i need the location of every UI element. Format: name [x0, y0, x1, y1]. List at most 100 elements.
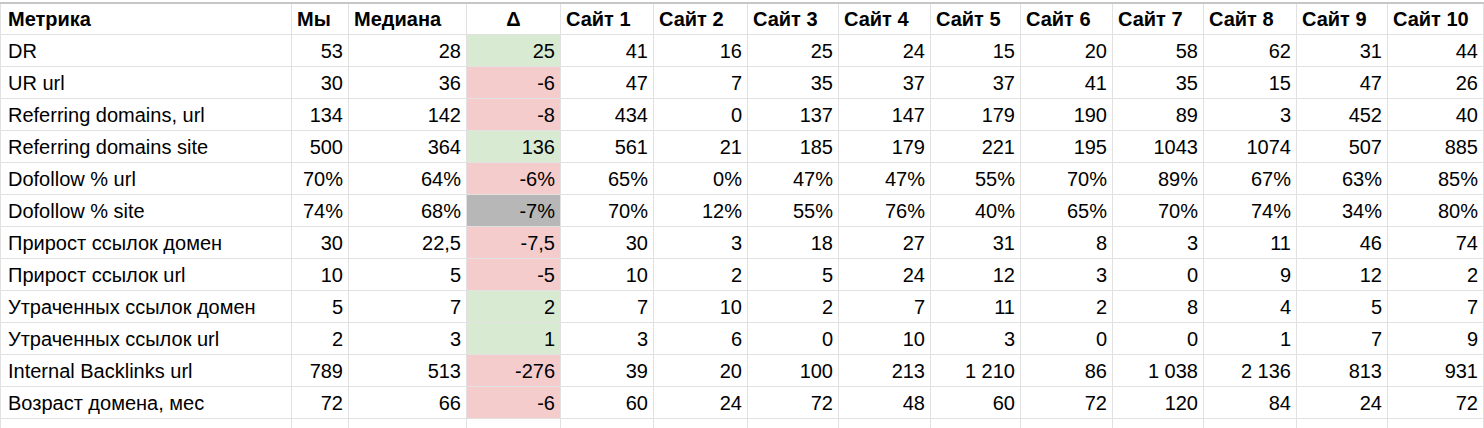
cell-median[interactable]: 364: [349, 131, 467, 163]
cell-site-6[interactable]: 70%: [1021, 163, 1113, 195]
cell-site-10[interactable]: 80%: [1388, 195, 1484, 227]
cell-metric[interactable]: Dofollow % site: [0, 195, 292, 227]
col-header-site-3[interactable]: Сайт 3: [748, 4, 839, 35]
cell-site-4[interactable]: 179: [839, 131, 931, 163]
cell-site-3[interactable]: 72: [748, 387, 839, 419]
cell-site-9[interactable]: 47: [1297, 67, 1388, 99]
cell-site-7[interactable]: 70%: [1113, 195, 1204, 227]
cell-metric[interactable]: UR url: [0, 67, 292, 99]
cell-metric[interactable]: Referring domains site: [0, 131, 292, 163]
cell-site-3[interactable]: 185: [748, 131, 839, 163]
col-header-metric[interactable]: Метрика: [0, 4, 292, 35]
cell-site-8[interactable]: 11: [1204, 227, 1297, 259]
cell-site-3[interactable]: 137: [748, 99, 839, 131]
cell-site-1[interactable]: 41: [561, 35, 654, 67]
cell-delta[interactable]: -7,5: [467, 227, 561, 259]
cell-site-4[interactable]: 37: [839, 67, 931, 99]
cell-metric[interactable]: DR: [0, 35, 292, 67]
cell-median[interactable]: 64%: [349, 163, 467, 195]
col-header-median[interactable]: Медиана: [349, 4, 467, 35]
cell-we[interactable]: 10: [292, 259, 349, 291]
cell-site-4[interactable]: 147: [839, 99, 931, 131]
cell-site-9[interactable]: 46: [1297, 227, 1388, 259]
cell-site-1[interactable]: 39: [561, 355, 654, 387]
col-header-site-5[interactable]: Сайт 5: [931, 4, 1021, 35]
cell-site-5[interactable]: 179: [931, 99, 1021, 131]
cell-site-8[interactable]: 1074: [1204, 131, 1297, 163]
cell-site-2[interactable]: 0%: [654, 163, 748, 195]
cell-site-7[interactable]: 1 038: [1113, 355, 1204, 387]
cell-site-1[interactable]: 10: [561, 259, 654, 291]
cell-site-2[interactable]: 0: [654, 99, 748, 131]
cell-site-9[interactable]: 452: [1297, 99, 1388, 131]
cell-site-1[interactable]: 47: [561, 67, 654, 99]
cell-site-10[interactable]: 85%: [1388, 163, 1484, 195]
cell-site-2[interactable]: 21: [654, 131, 748, 163]
col-header-site-1[interactable]: Сайт 1: [561, 4, 654, 35]
cell-site-3[interactable]: 25: [748, 35, 839, 67]
cell-site-6[interactable]: 41: [1021, 67, 1113, 99]
cell-site-6[interactable]: 86: [1021, 355, 1113, 387]
cell-site-7[interactable]: 89%: [1113, 163, 1204, 195]
cell-site-1[interactable]: 434: [561, 99, 654, 131]
cell-delta[interactable]: 1: [467, 323, 561, 355]
cell-site-7[interactable]: 120: [1113, 387, 1204, 419]
cell-site-7[interactable]: 35: [1113, 67, 1204, 99]
cell-site-8[interactable]: 1: [1204, 323, 1297, 355]
cell-site-2[interactable]: 20: [654, 355, 748, 387]
cell-delta[interactable]: -276: [467, 355, 561, 387]
cell-median[interactable]: 142: [349, 99, 467, 131]
cell-site-6[interactable]: 8: [1021, 227, 1113, 259]
cell-site-4[interactable]: 213: [839, 355, 931, 387]
cell-site-7[interactable]: 3: [1113, 227, 1204, 259]
cell-site-10[interactable]: 40: [1388, 99, 1484, 131]
cell-site-3[interactable]: 0: [748, 323, 839, 355]
cell-site-6[interactable]: 190: [1021, 99, 1113, 131]
cell-site-3[interactable]: 5: [748, 259, 839, 291]
cell-site-1[interactable]: 70%: [561, 195, 654, 227]
cell-site-10[interactable]: 44: [1388, 35, 1484, 67]
cell-site-1[interactable]: 3: [561, 323, 654, 355]
cell-delta[interactable]: -8: [467, 99, 561, 131]
cell-site-6[interactable]: 0: [1021, 323, 1113, 355]
cell-site-3[interactable]: 35: [748, 67, 839, 99]
cell-site-6[interactable]: 3: [1021, 259, 1113, 291]
cell-site-3[interactable]: 55%: [748, 195, 839, 227]
cell-site-9[interactable]: 813: [1297, 355, 1388, 387]
cell-median[interactable]: 68%: [349, 195, 467, 227]
cell-we[interactable]: 70%: [292, 163, 349, 195]
cell-site-5[interactable]: 1 210: [931, 355, 1021, 387]
cell-site-8[interactable]: 15: [1204, 67, 1297, 99]
cell-we[interactable]: 5: [292, 291, 349, 323]
cell-site-4[interactable]: 76%: [839, 195, 931, 227]
cell-site-6[interactable]: 195: [1021, 131, 1113, 163]
cell-site-10[interactable]: 885: [1388, 131, 1484, 163]
cell-site-9[interactable]: 507: [1297, 131, 1388, 163]
cell-metric[interactable]: Возраст домена, мес: [0, 387, 292, 419]
cell-site-1[interactable]: 60: [561, 387, 654, 419]
cell-site-4[interactable]: 47%: [839, 163, 931, 195]
cell-metric[interactable]: Утраченных ссылок url: [0, 323, 292, 355]
cell-site-8[interactable]: 2 136: [1204, 355, 1297, 387]
cell-site-9[interactable]: 34%: [1297, 195, 1388, 227]
cell-site-4[interactable]: 24: [839, 35, 931, 67]
cell-site-6[interactable]: 2: [1021, 291, 1113, 323]
cell-site-9[interactable]: 7: [1297, 323, 1388, 355]
cell-site-8[interactable]: 9: [1204, 259, 1297, 291]
cell-site-10[interactable]: 931: [1388, 355, 1484, 387]
cell-median[interactable]: 5: [349, 259, 467, 291]
cell-site-9[interactable]: 63%: [1297, 163, 1388, 195]
cell-median[interactable]: 22,5: [349, 227, 467, 259]
cell-metric[interactable]: Internal Backlinks url: [0, 355, 292, 387]
col-header-delta[interactable]: Δ: [467, 4, 561, 35]
cell-site-10[interactable]: 7: [1388, 291, 1484, 323]
cell-site-3[interactable]: 18: [748, 227, 839, 259]
cell-median[interactable]: 3: [349, 323, 467, 355]
cell-site-7[interactable]: 58: [1113, 35, 1204, 67]
cell-site-1[interactable]: 561: [561, 131, 654, 163]
cell-site-5[interactable]: 40%: [931, 195, 1021, 227]
cell-site-6[interactable]: 65%: [1021, 195, 1113, 227]
cell-site-5[interactable]: 55%: [931, 163, 1021, 195]
cell-delta[interactable]: -5: [467, 259, 561, 291]
cell-delta[interactable]: -7%: [467, 195, 561, 227]
